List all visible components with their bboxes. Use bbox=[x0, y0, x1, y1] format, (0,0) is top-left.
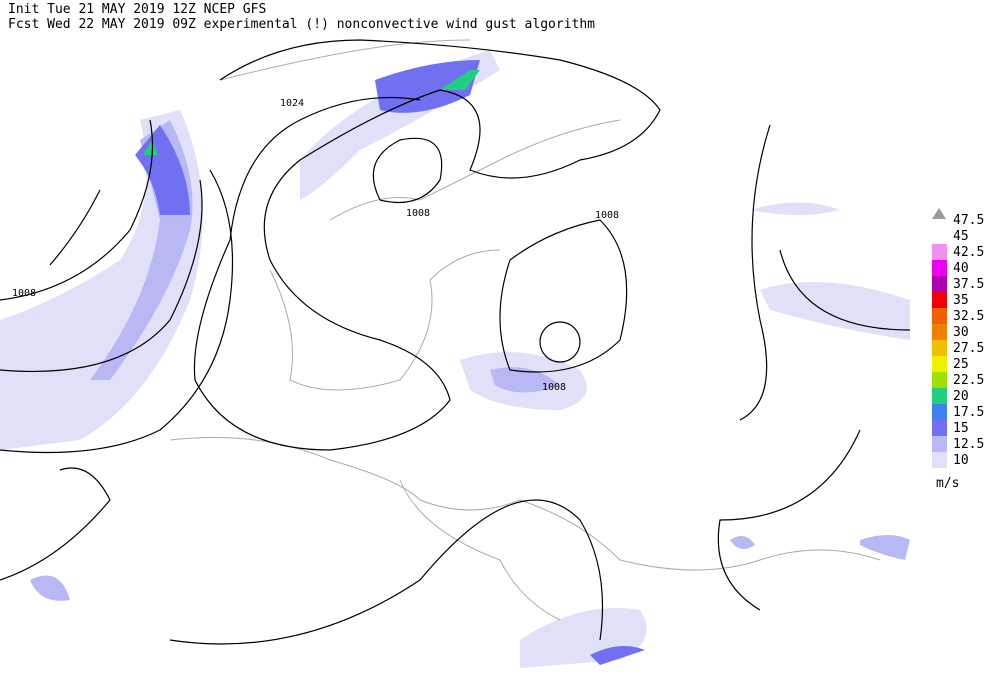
header-line2: Fcst Wed 22 MAY 2019 09Z experimental (!… bbox=[8, 17, 595, 32]
legend-swatch bbox=[932, 260, 947, 276]
legend-label: 35 bbox=[953, 293, 969, 308]
legend-label: 27.5 bbox=[953, 341, 984, 356]
legend-unit: m/s bbox=[936, 476, 959, 491]
header-line1: Init Tue 21 MAY 2019 12Z NCEP GFS bbox=[8, 2, 266, 17]
isobar-label: 1008 bbox=[595, 210, 619, 221]
legend-label: 10 bbox=[953, 453, 969, 468]
legend-label: 45 bbox=[953, 229, 969, 244]
legend-swatch bbox=[932, 292, 947, 308]
isobar-label: 1008 bbox=[542, 382, 566, 393]
legend-swatch bbox=[932, 404, 947, 420]
legend-swatch bbox=[932, 340, 947, 356]
legend-label: 12.5 bbox=[953, 437, 984, 452]
legend-swatch bbox=[932, 372, 947, 388]
isobars bbox=[0, 39, 911, 645]
coastlines bbox=[169, 39, 881, 621]
legend-label: 40 bbox=[953, 261, 969, 276]
legend-swatch bbox=[932, 324, 947, 340]
isobar-label: 1008 bbox=[12, 288, 36, 299]
legend-label: 15 bbox=[953, 421, 969, 436]
legend-swatch bbox=[932, 276, 947, 292]
legend-label: 22.5 bbox=[953, 373, 984, 388]
legend-overflow-triangle bbox=[932, 208, 946, 219]
legend-swatch bbox=[932, 420, 947, 436]
legend-label: 17.5 bbox=[953, 405, 984, 420]
legend: 47.54542.54037.53532.53027.52522.52017.5… bbox=[932, 208, 984, 491]
legend-swatch bbox=[932, 244, 947, 260]
legend-swatch bbox=[932, 308, 947, 324]
isobar-label: 1008 bbox=[406, 208, 430, 219]
legend-label: 25 bbox=[953, 357, 969, 372]
legend-swatch bbox=[932, 356, 947, 372]
legend-label: 30 bbox=[953, 325, 969, 340]
gust-shading bbox=[0, 50, 910, 668]
legend-label: 42.5 bbox=[953, 245, 984, 260]
legend-swatch bbox=[932, 388, 947, 404]
legend-label: 20 bbox=[953, 389, 969, 404]
legend-swatch bbox=[932, 452, 947, 468]
isobar-labels: 1024 1008 1008 1008 1008 bbox=[12, 98, 619, 393]
legend-label: 47.5 bbox=[953, 213, 984, 228]
isobar-label: 1024 bbox=[280, 98, 304, 109]
legend-label: 32.5 bbox=[953, 309, 984, 324]
legend-swatch bbox=[932, 436, 947, 452]
legend-label: 37.5 bbox=[953, 277, 984, 292]
